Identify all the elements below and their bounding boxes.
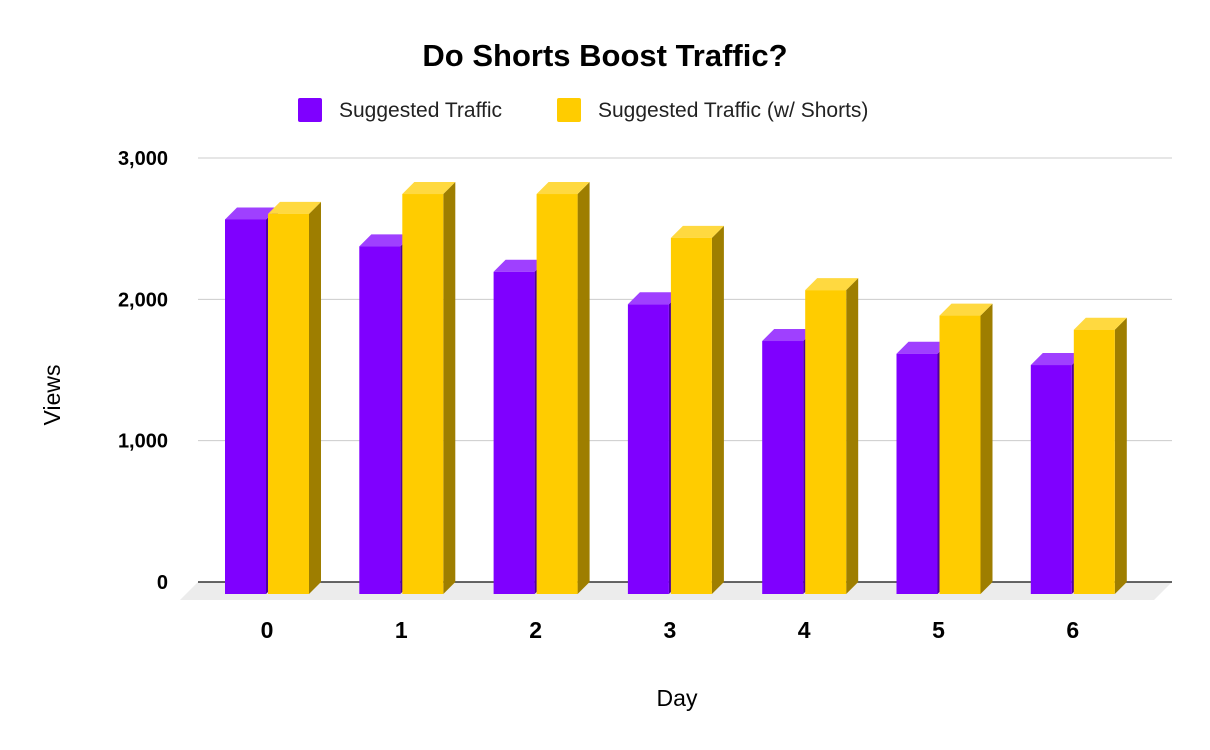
bar-side bbox=[846, 278, 859, 594]
x-axis-ticks: 0 1 2 3 4 5 6 bbox=[261, 617, 1080, 643]
bar-front bbox=[493, 271, 535, 594]
bar-top bbox=[493, 259, 547, 272]
x-tick-label: 0 bbox=[261, 617, 274, 643]
y-tick-label: 1,000 bbox=[118, 431, 168, 453]
x-tick-label: 2 bbox=[529, 617, 542, 643]
x-tick-label: 5 bbox=[932, 617, 945, 643]
bar-top bbox=[359, 234, 413, 247]
bar-top bbox=[225, 207, 278, 220]
bar-side bbox=[443, 182, 456, 594]
bar bbox=[1073, 317, 1127, 594]
bar-front bbox=[805, 290, 847, 594]
bar-front bbox=[268, 213, 309, 594]
bar-front bbox=[627, 304, 669, 594]
x-tick-label: 6 bbox=[1066, 617, 1079, 643]
bar bbox=[402, 182, 456, 594]
y-tick-label: 2,000 bbox=[118, 289, 168, 311]
bar-front bbox=[762, 341, 804, 594]
legend: Suggested Traffic Suggested Traffic (w/ … bbox=[298, 98, 868, 122]
bar-front bbox=[1073, 329, 1115, 594]
bar-front bbox=[939, 315, 981, 594]
bar-side bbox=[1114, 317, 1127, 594]
bar-front bbox=[896, 353, 938, 594]
bar-top bbox=[402, 182, 456, 195]
x-tick-label: 4 bbox=[798, 617, 811, 643]
bar bbox=[670, 225, 724, 594]
bar-top bbox=[536, 182, 590, 195]
bar-top bbox=[627, 292, 681, 305]
legend-swatch-series-2 bbox=[557, 98, 581, 122]
x-axis-label: Day bbox=[657, 685, 698, 711]
x-tick-label: 1 bbox=[395, 617, 408, 643]
bar-top bbox=[939, 303, 993, 316]
bar bbox=[805, 278, 859, 594]
bar-front bbox=[536, 194, 578, 594]
bar-top bbox=[805, 278, 859, 291]
bar-front bbox=[670, 237, 712, 594]
bars bbox=[225, 182, 1127, 594]
legend-label-series-2: Suggested Traffic (w/ Shorts) bbox=[598, 99, 868, 122]
bar-front bbox=[402, 194, 444, 594]
bar-top bbox=[762, 329, 816, 342]
y-tick-label: 3,000 bbox=[118, 148, 168, 170]
bar-top bbox=[268, 201, 321, 214]
bar-front bbox=[1030, 365, 1072, 594]
bar-front bbox=[359, 246, 401, 594]
bar-top bbox=[1073, 317, 1127, 330]
bar bbox=[268, 201, 321, 594]
y-axis-label: Views bbox=[39, 365, 65, 426]
y-axis-ticks: 0 1,000 2,000 3,000 bbox=[118, 148, 168, 594]
chart-title: Do Shorts Boost Traffic? bbox=[422, 38, 787, 73]
bar-front bbox=[225, 219, 266, 594]
legend-swatch-series-1 bbox=[298, 98, 322, 122]
bar bbox=[939, 303, 993, 594]
legend-label-series-1: Suggested Traffic bbox=[339, 99, 502, 122]
bar bbox=[536, 182, 590, 594]
bar-side bbox=[980, 303, 993, 594]
bar-top bbox=[670, 225, 724, 238]
y-tick-label: 0 bbox=[157, 572, 168, 594]
x-tick-label: 3 bbox=[664, 617, 677, 643]
bar-side bbox=[711, 225, 724, 594]
bar-top bbox=[1030, 353, 1084, 366]
bar-top bbox=[896, 341, 950, 354]
bar-side bbox=[309, 201, 321, 594]
bar-side bbox=[577, 182, 590, 594]
